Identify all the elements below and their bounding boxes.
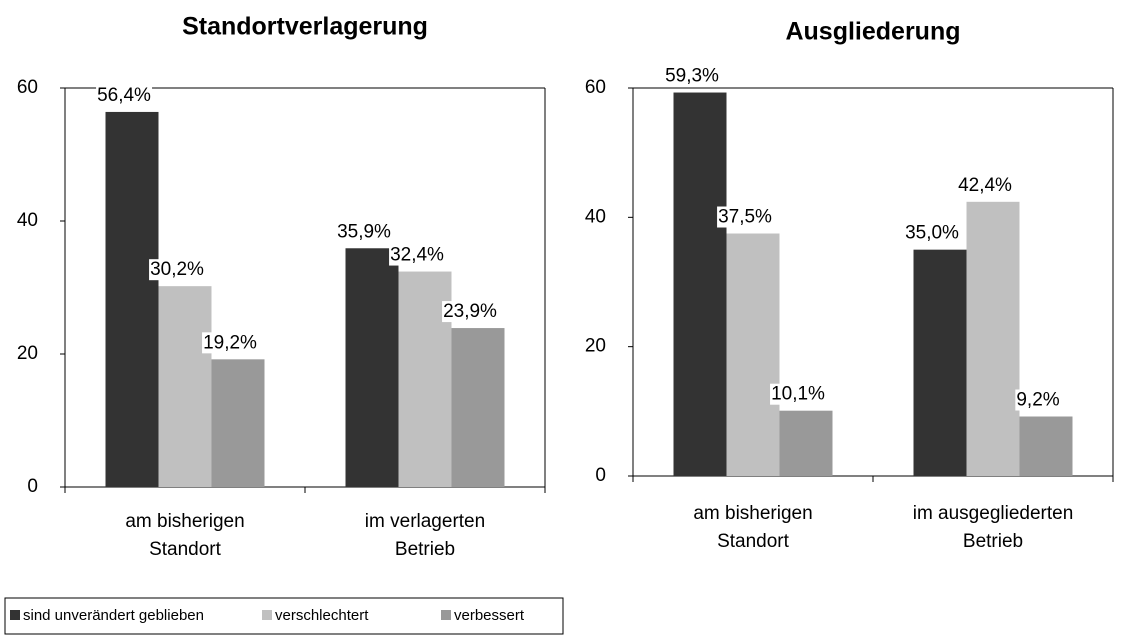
- data-label: 19,2%: [203, 332, 257, 353]
- bar: [726, 233, 780, 476]
- data-label-bg: [957, 174, 1014, 196]
- x-tick-label: im ausgegliederten: [913, 503, 1074, 524]
- y-tick-label: 40: [585, 206, 606, 227]
- x-tick-label: Standort: [149, 539, 222, 560]
- legend-swatch: [262, 610, 272, 620]
- bar: [105, 111, 159, 487]
- x-tick-label: am bisherigen: [693, 503, 812, 524]
- data-label-bg: [904, 222, 961, 244]
- data-label-bg: [336, 221, 393, 243]
- y-tick-label: 0: [27, 476, 38, 497]
- data-label: 59,3%: [665, 66, 719, 87]
- bar: [913, 249, 967, 476]
- data-label: 32,4%: [390, 245, 444, 266]
- data-label: 23,9%: [443, 301, 497, 322]
- data-label: 35,0%: [905, 223, 959, 244]
- data-label-bg: [96, 84, 153, 106]
- bar: [966, 201, 1020, 476]
- data-label: 10,1%: [771, 384, 825, 405]
- legend-box: [4, 597, 564, 635]
- legend-swatch: [10, 610, 20, 620]
- y-tick-label: 40: [17, 210, 38, 231]
- data-label-bg: [1015, 389, 1061, 411]
- data-label: 9,2%: [1016, 390, 1059, 411]
- data-label: 42,4%: [958, 175, 1012, 196]
- x-tick-label: Betrieb: [395, 539, 455, 560]
- bar: [211, 359, 265, 487]
- data-label: 35,9%: [337, 221, 391, 242]
- legend-label: sind unverändert geblieben: [23, 607, 204, 624]
- bar: [451, 328, 505, 487]
- y-tick-label: 60: [17, 77, 38, 98]
- data-label: 37,5%: [718, 207, 772, 228]
- data-label-bg: [389, 244, 446, 266]
- bar: [158, 286, 212, 487]
- x-tick-label: Standort: [717, 531, 790, 552]
- y-tick-label: 60: [585, 77, 606, 98]
- data-label-bg: [442, 301, 499, 323]
- data-label-bg: [717, 206, 774, 228]
- bar: [345, 248, 399, 487]
- legend-swatch: [441, 610, 451, 620]
- chart-title: Ausgliederung: [785, 18, 960, 46]
- data-label-bg: [149, 259, 206, 281]
- x-tick-label: Betrieb: [963, 531, 1023, 552]
- y-tick-label: 20: [585, 336, 606, 357]
- chart-title: Standortverlagerung: [182, 13, 428, 41]
- data-label-bg: [770, 383, 827, 405]
- data-label-bg: [202, 332, 259, 354]
- legend-label: verbessert: [454, 607, 525, 624]
- x-tick-label: am bisherigen: [125, 511, 244, 532]
- data-label-bg: [664, 65, 721, 87]
- legend-label: verschlechtert: [275, 607, 369, 624]
- y-tick-label: 0: [595, 465, 606, 486]
- bar: [779, 410, 833, 476]
- bar: [1019, 416, 1073, 476]
- data-label: 30,2%: [150, 259, 204, 280]
- x-tick-label: im verlagerten: [365, 511, 485, 532]
- y-tick-label: 20: [17, 343, 38, 364]
- data-label: 56,4%: [97, 85, 151, 106]
- bar: [673, 92, 727, 476]
